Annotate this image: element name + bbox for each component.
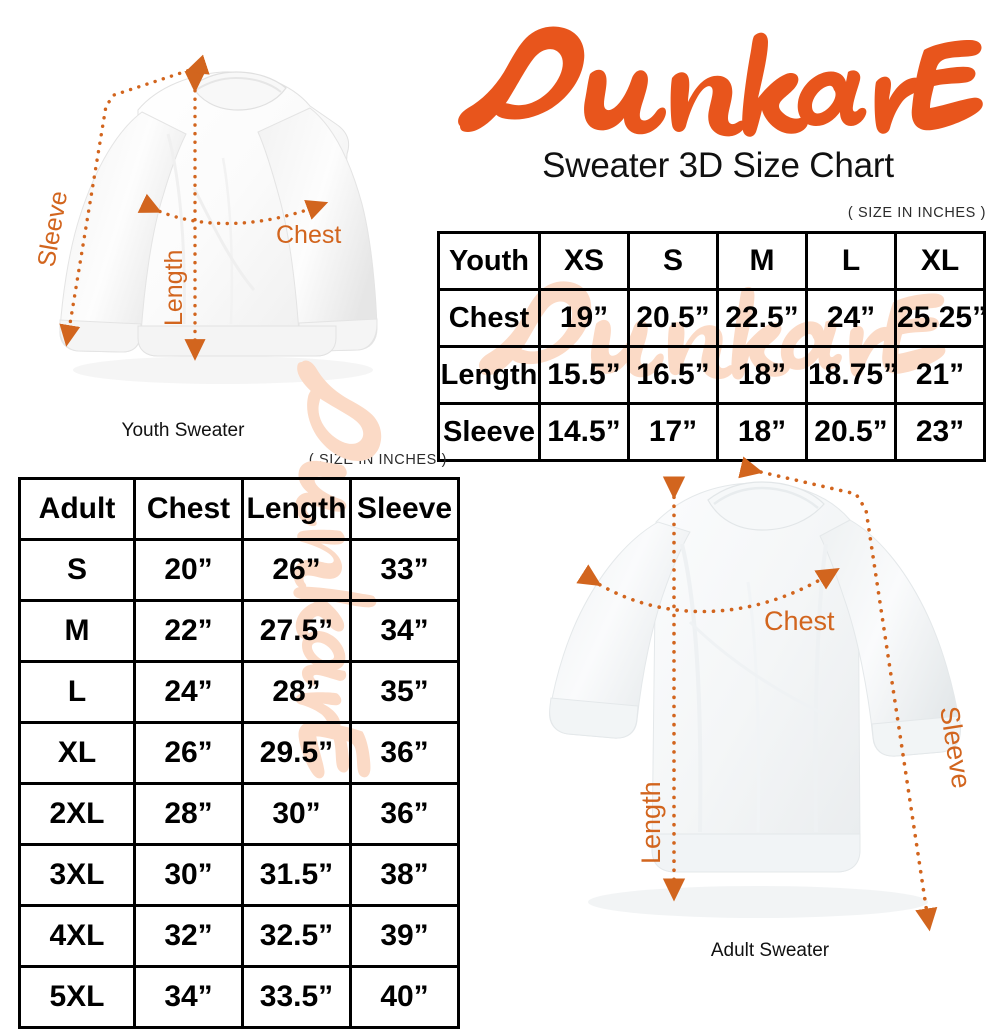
youth-col-header: M: [716, 231, 808, 291]
table-row: Sleeve 14.5” 17” 18” 20.5” 23”: [437, 402, 986, 462]
youth-row-label: Sleeve: [437, 402, 541, 462]
youth-cell: 19”: [538, 288, 630, 348]
youth-size-table: Youth XS S M L XL Chest 19” 20.5” 22.5” …: [437, 231, 987, 462]
adult-cell: 34”: [349, 599, 460, 663]
youth-cell: 18.75”: [805, 345, 898, 405]
adult-row-label: 2XL: [18, 782, 136, 846]
adult-cell: 31.5”: [241, 843, 352, 907]
adult-row-label: M: [18, 599, 136, 663]
adult-cell: 39”: [349, 904, 460, 968]
adult-col-header: Sleeve: [349, 477, 460, 541]
youth-cell: 23”: [894, 402, 986, 462]
adult-cell: 27.5”: [241, 599, 352, 663]
table-row: XL 26” 29.5” 36”: [18, 721, 460, 785]
adult-cell: 22”: [133, 599, 244, 663]
adult-cell: 28”: [133, 782, 244, 846]
adult-row-label: S: [18, 538, 136, 602]
youth-col-header: L: [805, 231, 897, 291]
youth-length-label: Length: [160, 250, 188, 326]
adult-length-label: Length: [636, 781, 666, 864]
table-row: M 22” 27.5” 34”: [18, 599, 460, 663]
adult-chest-label: Chest: [764, 606, 835, 636]
adult-sleeve-label: Sleeve: [934, 704, 977, 790]
youth-sleeve-label: Sleeve: [32, 189, 73, 269]
table-row: 2XL 28” 30” 36”: [18, 782, 460, 846]
youth-col-header: S: [627, 231, 719, 291]
adult-cell: 36”: [349, 721, 460, 785]
adult-cell: 32.5”: [241, 904, 352, 968]
youth-size-units-note: ( SIZE IN INCHES ): [847, 205, 986, 221]
adult-corner-label: Adult: [18, 477, 136, 541]
youth-cell: 25.25”: [894, 288, 987, 348]
adult-cell: 29.5”: [241, 721, 352, 785]
table-row: 3XL 30” 31.5” 38”: [18, 843, 460, 907]
adult-sweater-caption: Adult Sweater: [710, 940, 830, 961]
youth-cell: 20.5”: [627, 288, 719, 348]
youth-col-header: XL: [894, 231, 986, 291]
adult-size-table: Adult Chest Length Sleeve S 20” 26” 33” …: [18, 477, 460, 1029]
youth-cell: 22.5”: [716, 288, 808, 348]
table-row: S 20” 26” 33”: [18, 538, 460, 602]
adult-cell: 33”: [349, 538, 460, 602]
adult-sweater-illustration: Chest Length Sleeve: [548, 452, 1000, 940]
adult-row-label: L: [18, 660, 136, 724]
adult-row-label: XL: [18, 721, 136, 785]
adult-cell: 26”: [241, 538, 352, 602]
adult-row-label: 5XL: [18, 965, 136, 1029]
adult-col-header: Chest: [133, 477, 244, 541]
adult-cell: 20”: [133, 538, 244, 602]
youth-row-label: Length: [437, 345, 541, 405]
youth-cell: 15.5”: [538, 345, 630, 405]
youth-cell: 24”: [805, 288, 897, 348]
adult-cell: 26”: [133, 721, 244, 785]
dunkare-logo: [448, 22, 988, 147]
adult-cell: 38”: [349, 843, 460, 907]
adult-size-units-note: ( SIZE IN INCHES ): [308, 452, 447, 468]
adult-cell: 33.5”: [241, 965, 352, 1029]
table-row: 5XL 34” 33.5” 40”: [18, 965, 460, 1029]
youth-cell: 21”: [894, 345, 986, 405]
table-row: L 24” 28” 35”: [18, 660, 460, 724]
adult-row-label: 3XL: [18, 843, 136, 907]
youth-col-header: XS: [538, 231, 630, 291]
youth-sweater-caption: Youth Sweater: [121, 420, 245, 441]
adult-cell: 34”: [133, 965, 244, 1029]
chart-title: Sweater 3D Size Chart: [542, 146, 894, 185]
adult-cell: 32”: [133, 904, 244, 968]
youth-cell: 17”: [627, 402, 719, 462]
adult-cell: 28”: [241, 660, 352, 724]
adult-cell: 36”: [349, 782, 460, 846]
table-row: Length 15.5” 16.5” 18” 18.75” 21”: [437, 345, 986, 405]
youth-row-label: Chest: [437, 288, 541, 348]
youth-sweater-illustration: Chest Length Sleeve: [18, 38, 418, 398]
adult-cell: 30”: [241, 782, 352, 846]
table-header-row: Adult Chest Length Sleeve: [18, 477, 460, 541]
table-header-row: Youth XS S M L XL: [437, 231, 986, 291]
youth-cell: 16.5”: [627, 345, 719, 405]
size-chart-canvas: Chest Length Sleeve Youth Sweater: [18, 22, 1000, 1029]
adult-cell: 40”: [349, 965, 460, 1029]
adult-row-label: 4XL: [18, 904, 136, 968]
table-row: 4XL 32” 32.5” 39”: [18, 904, 460, 968]
adult-cell: 30”: [133, 843, 244, 907]
youth-corner-label: Youth: [437, 231, 541, 291]
youth-cell: 18”: [716, 345, 808, 405]
youth-chest-label: Chest: [276, 221, 341, 249]
adult-cell: 24”: [133, 660, 244, 724]
table-row: Chest 19” 20.5” 22.5” 24” 25.25”: [437, 288, 987, 348]
adult-cell: 35”: [349, 660, 460, 724]
youth-cell: 14.5”: [538, 402, 630, 462]
adult-col-header: Length: [241, 477, 352, 541]
